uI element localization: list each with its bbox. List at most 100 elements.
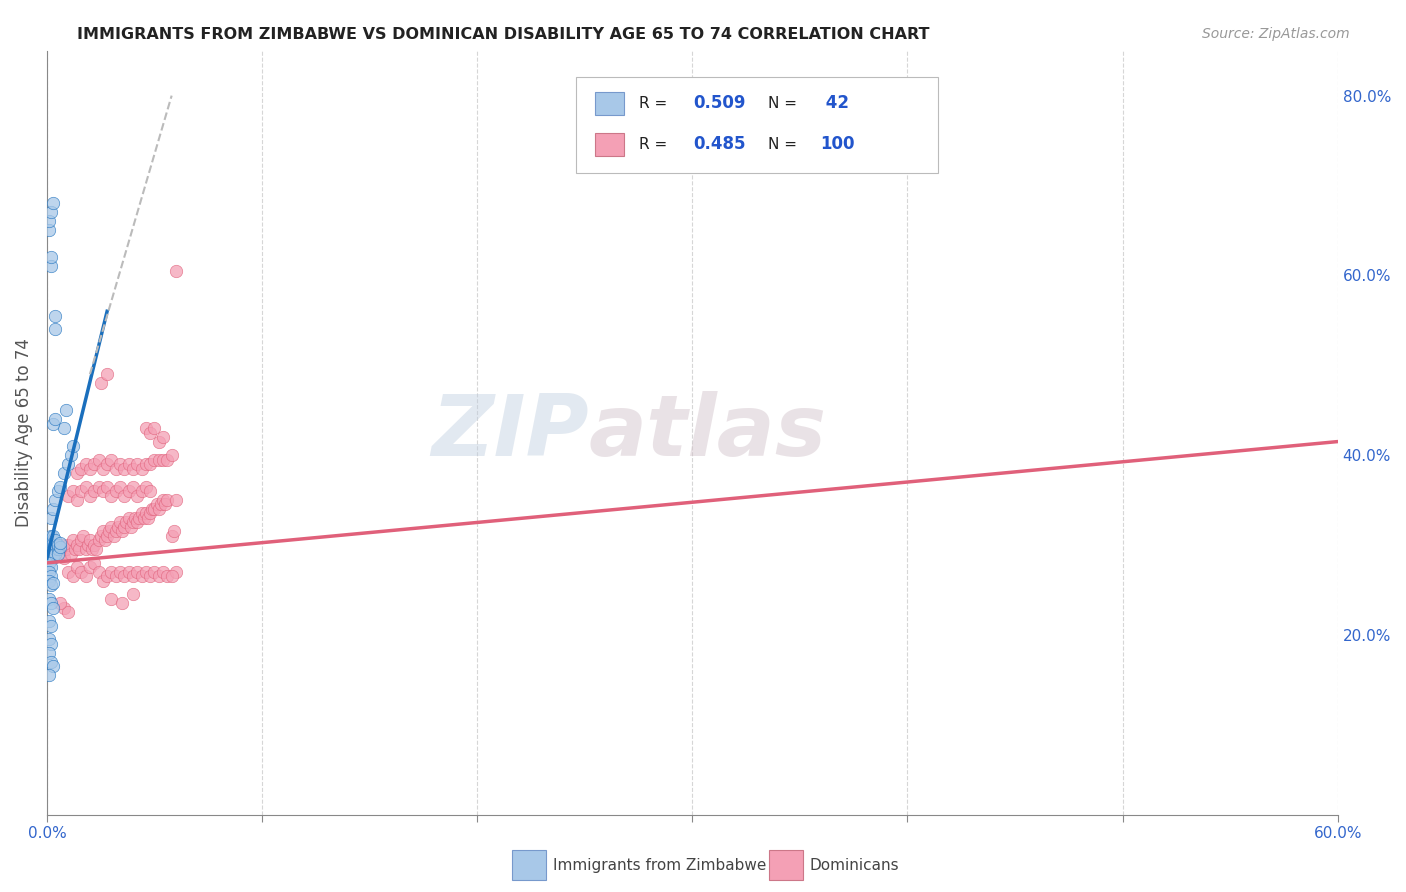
Point [139, 569, 162, 583]
Point [44, 538, 66, 552]
FancyBboxPatch shape [576, 78, 938, 173]
Point [136, 511, 159, 525]
Point [46, 538, 69, 552]
Point [38, 615, 60, 629]
Point [149, 498, 172, 512]
Point [55, 542, 77, 557]
Text: N =: N = [769, 137, 803, 152]
Point [148, 434, 170, 449]
Point [66, 560, 89, 574]
Point [127, 488, 149, 502]
Point [38, 646, 60, 660]
Point [62, 483, 84, 498]
Point [160, 569, 183, 583]
Point [75, 542, 97, 557]
Point [135, 479, 157, 493]
Point [96, 457, 118, 471]
Point [42, 502, 65, 516]
Point [39, 251, 62, 265]
Point [58, 605, 80, 619]
Point [42, 542, 65, 557]
Point [156, 569, 179, 583]
Point [46, 547, 69, 561]
Text: Dominicans: Dominicans [810, 858, 900, 872]
Point [67, 542, 90, 557]
Point [39, 529, 62, 543]
Point [39, 655, 62, 669]
Point [104, 483, 127, 498]
Point [39, 569, 62, 583]
Point [76, 538, 98, 552]
Point [135, 507, 157, 521]
Point [135, 565, 157, 579]
Y-axis label: Disability Age 65 to 74: Disability Age 65 to 74 [15, 338, 32, 527]
Point [124, 511, 146, 525]
Point [38, 565, 60, 579]
Point [145, 498, 167, 512]
Point [70, 533, 93, 548]
Point [62, 533, 84, 548]
Point [59, 547, 82, 561]
Point [91, 461, 114, 475]
Point [131, 569, 153, 583]
Point [49, 547, 72, 561]
Point [100, 565, 122, 579]
Point [131, 507, 153, 521]
Point [83, 538, 105, 552]
Point [39, 637, 62, 651]
Point [108, 457, 131, 471]
Point [87, 565, 110, 579]
Point [42, 417, 65, 431]
Point [148, 502, 170, 516]
Point [44, 547, 66, 561]
Text: IMMIGRANTS FROM ZIMBABWE VS DOMINICAN DISABILITY AGE 65 TO 74 CORRELATION CHART: IMMIGRANTS FROM ZIMBABWE VS DOMINICAN DI… [77, 27, 929, 42]
Point [38, 574, 60, 588]
Point [38, 533, 60, 548]
Point [44, 542, 66, 557]
Point [96, 479, 118, 493]
Point [112, 461, 135, 475]
Point [75, 457, 97, 471]
Point [39, 551, 62, 566]
Point [75, 569, 97, 583]
Point [108, 516, 131, 530]
Point [156, 493, 179, 508]
Point [42, 538, 65, 552]
Point [108, 479, 131, 493]
Point [70, 565, 93, 579]
Point [42, 196, 65, 211]
Point [165, 565, 187, 579]
Text: 0.485: 0.485 [693, 136, 747, 153]
Text: ZIP: ZIP [432, 391, 589, 474]
Point [152, 452, 174, 467]
Point [100, 488, 122, 502]
Point [91, 574, 114, 588]
Point [135, 457, 157, 471]
Point [139, 507, 162, 521]
Point [53, 600, 76, 615]
Point [139, 483, 162, 498]
Point [100, 520, 122, 534]
Point [139, 425, 162, 440]
Text: N =: N = [769, 95, 803, 111]
Point [122, 479, 145, 493]
Point [83, 556, 105, 570]
Point [165, 493, 187, 508]
Point [38, 538, 60, 552]
Point [79, 488, 101, 502]
Point [42, 575, 65, 590]
Point [131, 483, 153, 498]
Point [79, 461, 101, 475]
Point [39, 578, 62, 592]
Point [117, 511, 139, 525]
Bar [596, 133, 624, 156]
Point [122, 587, 145, 601]
Point [38, 214, 60, 228]
Point [38, 542, 60, 557]
Point [165, 264, 187, 278]
Point [51, 538, 73, 552]
Point [112, 520, 135, 534]
Point [141, 502, 163, 516]
Point [91, 524, 114, 539]
Point [100, 452, 122, 467]
